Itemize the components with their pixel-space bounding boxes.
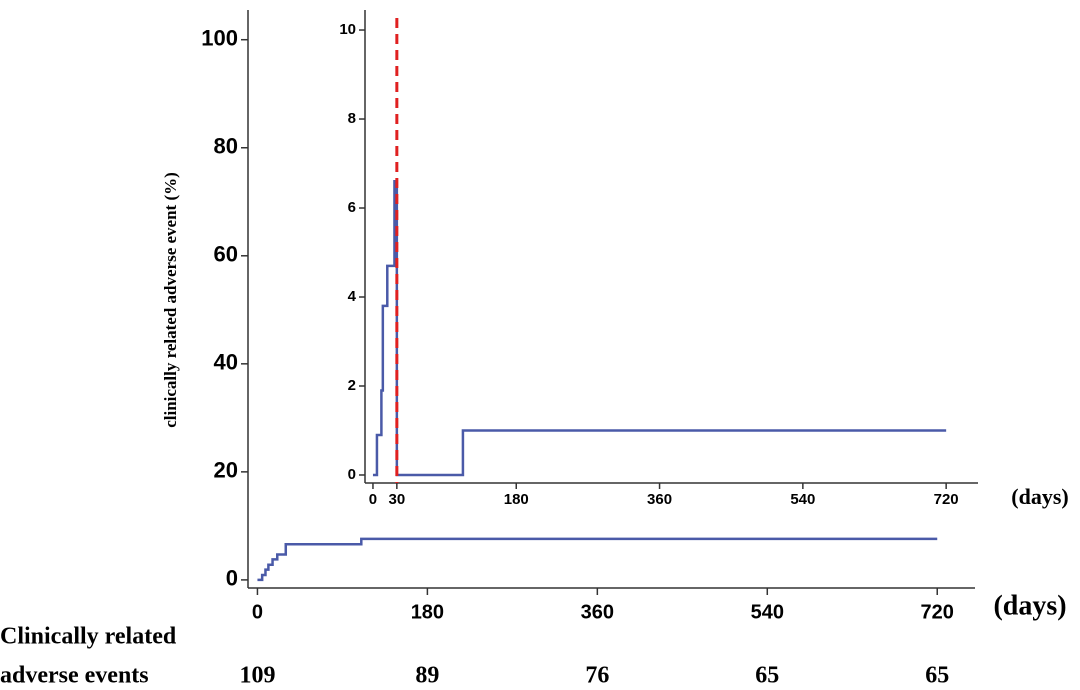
step-line	[372, 180, 947, 477]
x-tick-label: 540	[751, 601, 784, 623]
y-tick-label: 80	[214, 134, 238, 159]
y-tick-label: 0	[226, 566, 238, 591]
risk-table-value: 89	[415, 663, 439, 689]
x-tick-label: 0	[252, 601, 263, 623]
risk-table-label: adverse events	[0, 663, 149, 689]
y-tick-label: 20	[214, 458, 238, 483]
x-tick-label: 30	[389, 491, 406, 508]
risk-table-value: 76	[585, 663, 609, 689]
x-axis-label: (days)	[993, 590, 1066, 621]
y-tick-label: 10	[339, 21, 356, 38]
x-tick-label: 180	[411, 601, 444, 623]
y-tick-label: 100	[201, 26, 238, 51]
x-tick-label: 360	[647, 491, 672, 508]
y-tick-label: 60	[214, 242, 238, 267]
y-tick-label: 8	[348, 110, 356, 127]
x-tick-label: 540	[790, 491, 815, 508]
y-axis-label: clinically related adverse event (%)	[161, 172, 180, 428]
y-tick-label: 0	[348, 466, 356, 483]
risk-table-label: Clinically related	[0, 624, 177, 650]
inset-x-axis-label: (days)	[1011, 484, 1068, 509]
step-line	[257, 537, 938, 582]
y-tick-label: 40	[214, 350, 238, 375]
x-tick-label: 0	[369, 491, 377, 508]
x-tick-label: 720	[934, 491, 959, 508]
y-tick-label: 6	[348, 199, 356, 216]
risk-table-value: 65	[925, 663, 949, 689]
risk-table-value: 65	[755, 663, 779, 689]
risk-table-value: 109	[239, 663, 275, 689]
x-tick-label: 720	[921, 601, 954, 623]
y-tick-label: 2	[348, 377, 356, 394]
y-tick-label: 4	[348, 288, 357, 305]
x-tick-label: 360	[581, 601, 614, 623]
x-tick-label: 180	[504, 491, 529, 508]
